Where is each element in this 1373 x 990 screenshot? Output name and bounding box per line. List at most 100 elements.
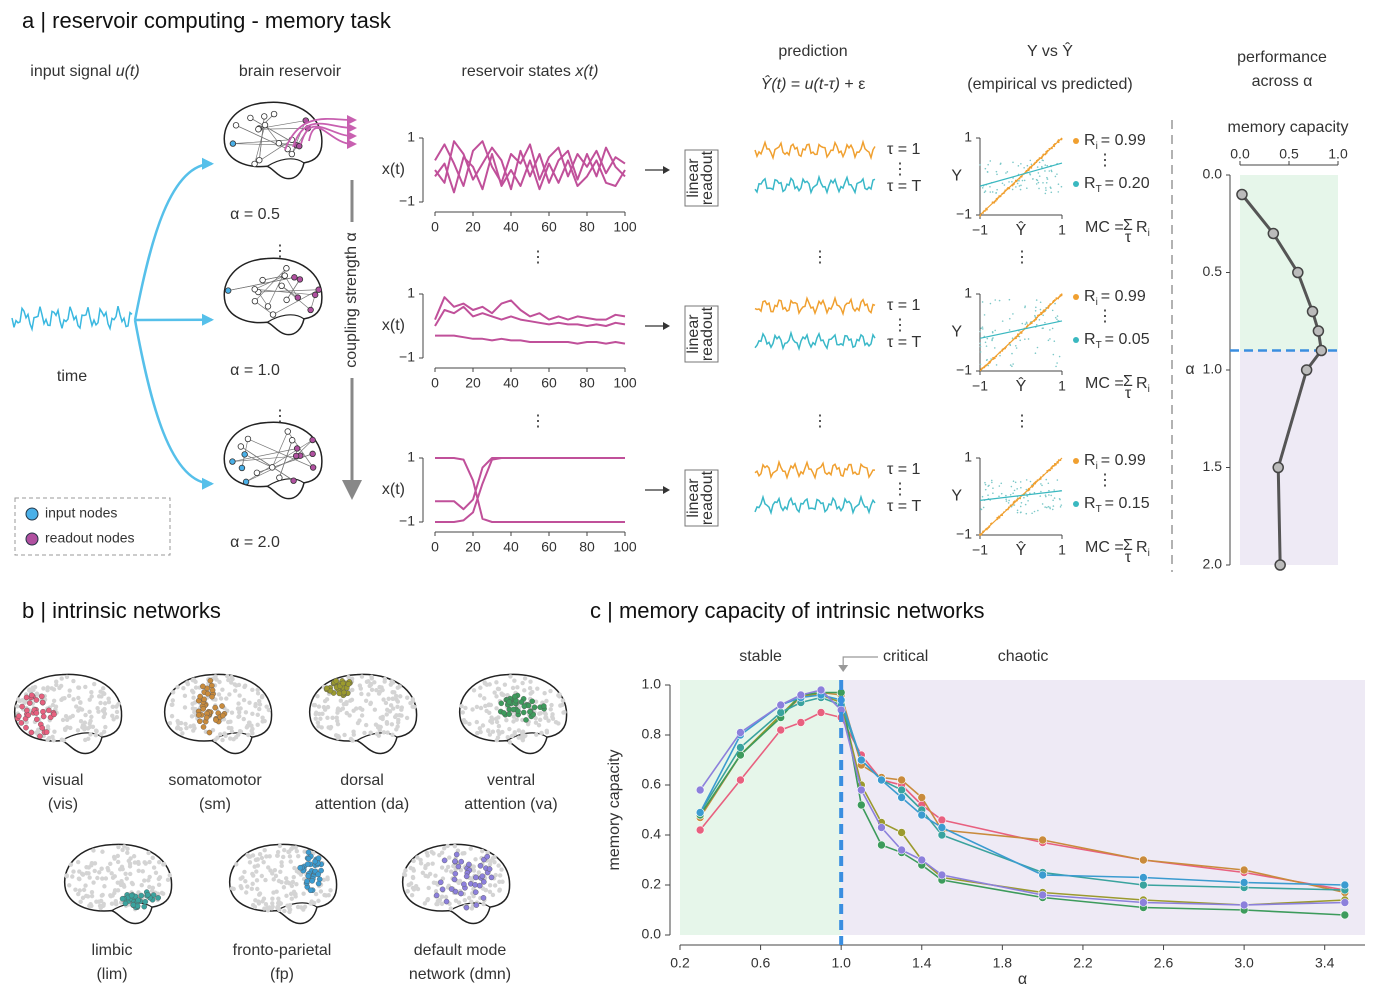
network-label: attention (va): [464, 796, 557, 813]
network-node: [264, 303, 272, 310]
point: [1340, 898, 1350, 907]
region-dot: [122, 844, 127, 849]
scatter-dot: [996, 188, 998, 191]
region-dot: [232, 682, 237, 687]
network-node: [311, 291, 319, 299]
region-dot: [313, 711, 318, 717]
region-dot: [76, 685, 82, 690]
region-dot: [255, 863, 261, 868]
region-dot: [548, 707, 553, 712]
region-dot: [142, 878, 147, 883]
region-dot: [328, 888, 333, 893]
region-dot: [311, 900, 317, 906]
scatter-dot: [1020, 162, 1022, 165]
input-signal: [11, 305, 133, 332]
readout-label: readout: [699, 470, 716, 525]
network-node: [288, 150, 296, 158]
region-dot: [285, 879, 290, 885]
scatter-dot: [1058, 355, 1061, 358]
mc-under: τ: [1125, 229, 1132, 246]
scatter-dot: [1030, 163, 1033, 166]
region-dot: [296, 853, 301, 859]
region-dot: [350, 738, 355, 743]
tau-label: τ = 1: [887, 141, 921, 158]
scatter-dot: [1026, 164, 1029, 167]
region-dot: [395, 699, 401, 704]
tau-label: τ = 1: [887, 461, 921, 478]
region-dot: [88, 718, 93, 724]
network-dot: [463, 904, 470, 911]
region-dot: [170, 702, 175, 707]
region-dot: [422, 901, 428, 906]
region-dot: [357, 705, 363, 711]
scatter-dot: [1040, 490, 1042, 493]
network-dot: [541, 703, 547, 709]
mc-label: MC =: [1085, 539, 1124, 556]
network-dot: [307, 887, 314, 894]
scatter-dot: [999, 162, 1002, 165]
network-dot: [476, 882, 483, 889]
network-dot: [466, 861, 472, 868]
region-dot: [262, 848, 267, 853]
region-dot: [81, 887, 87, 893]
region-dot: [111, 717, 116, 722]
region-dot: [99, 893, 105, 898]
network-dot: [219, 703, 225, 709]
scatter-dot: [1024, 503, 1027, 506]
region-dot: [534, 732, 539, 737]
legend-readout-marker: [25, 532, 39, 546]
r-marker: [1073, 138, 1079, 144]
scatter-dot: [1039, 308, 1042, 311]
region-dot: [260, 899, 265, 904]
tau-label: τ = T: [887, 498, 922, 515]
scatter-dot: [1027, 338, 1030, 340]
region-dot: [511, 719, 516, 724]
readout-out-arrowhead: [347, 115, 357, 125]
r-label: Ri = 0.99: [1084, 288, 1146, 307]
network-dot: [51, 711, 57, 718]
region-dot: [533, 716, 538, 721]
region-dot: [287, 854, 293, 859]
scatter-dot: [1060, 504, 1063, 506]
scatter-dot: [1001, 182, 1004, 185]
scatter-dot: [1035, 299, 1038, 301]
region-dot: [471, 864, 476, 869]
region-dot: [123, 871, 128, 876]
network-dot: [480, 895, 487, 901]
region-dot: [116, 844, 121, 850]
network-dot: [455, 863, 462, 870]
region-dot: [409, 893, 415, 898]
scatter-dot: [1035, 183, 1038, 185]
region-dot: [237, 710, 242, 715]
region-dot: [330, 715, 335, 721]
point: [897, 785, 906, 795]
network-label: fronto-parietal: [233, 942, 332, 959]
scatter-dot: [1052, 505, 1055, 507]
region-dot: [50, 734, 55, 740]
region-dot: [129, 880, 135, 886]
region-dot: [521, 734, 526, 740]
point: [897, 828, 906, 837]
region-dot: [322, 892, 327, 898]
region-dot: [128, 871, 133, 877]
input-label-text: input signal: [30, 63, 115, 80]
region-dot: [249, 728, 254, 734]
scatter-dot: [989, 185, 991, 188]
r-symbol: R: [1084, 175, 1096, 192]
network-dot: [479, 873, 486, 880]
network-node: [247, 114, 254, 122]
scatter-dot: [1005, 494, 1007, 497]
network-node: [288, 437, 296, 444]
region-dot: [99, 866, 104, 871]
y-axis-label: Y: [951, 168, 962, 185]
region-dot: [84, 893, 89, 899]
scatter-dot: [1051, 508, 1054, 511]
region-dot: [426, 885, 431, 891]
region-dot: [250, 871, 255, 877]
network-dot: [520, 709, 527, 716]
region-dot: [92, 861, 98, 866]
scatter-dot: [979, 330, 981, 333]
region-dot: [68, 862, 74, 867]
region-dot: [102, 691, 107, 697]
mc-sub: i: [1148, 228, 1150, 239]
